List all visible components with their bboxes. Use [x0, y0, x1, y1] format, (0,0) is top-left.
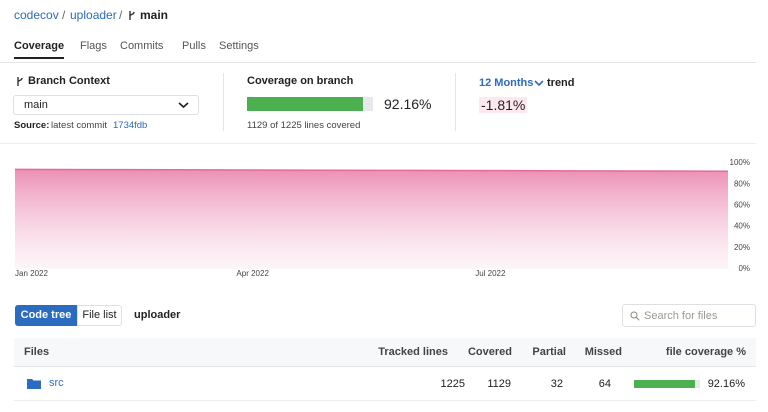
row-divider	[14, 400, 756, 401]
y-tick-label: 80%	[734, 179, 750, 188]
chevron-icon	[534, 80, 544, 87]
lines-covered: 1129 of 1225 lines covered	[247, 120, 361, 131]
cell: 64	[598, 378, 611, 390]
column-header[interactable]: Partial	[532, 346, 566, 358]
breadcrumb-separator: /	[119, 8, 123, 22]
trend-change: -1.81%	[479, 97, 528, 113]
source-label: Source:	[14, 120, 50, 131]
column-header[interactable]: Tracked lines	[378, 346, 448, 358]
cell: 1129	[487, 378, 511, 390]
branch-icon	[129, 11, 135, 20]
y-tick-label: 20%	[734, 243, 750, 252]
breadcrumb-branch: main	[140, 8, 169, 22]
file-name[interactable]: src	[49, 377, 64, 389]
x-tick-label: Jan 2022	[15, 269, 48, 278]
divider	[223, 73, 224, 131]
y-tick-label: 0%	[738, 264, 750, 273]
search-box[interactable]: Search for files	[622, 304, 756, 327]
tab[interactable]: Commits	[120, 40, 164, 52]
source-text: latest commit	[51, 120, 107, 131]
branch-select[interactable]: main	[13, 95, 199, 115]
breadcrumb-separator: /	[62, 8, 66, 22]
column-header[interactable]: Missed	[584, 346, 622, 358]
area-line	[14, 168, 729, 173]
y-tick-label: 40%	[734, 222, 750, 231]
y-tick-label: 100%	[730, 158, 750, 167]
toggle[interactable]: File list	[77, 305, 122, 326]
tab[interactable]: Settings	[219, 40, 259, 52]
row-coverage-track	[634, 380, 700, 388]
divider	[0, 143, 756, 144]
x-tick-label: Jul 2022	[475, 269, 506, 278]
column-header[interactable]: file coverage %	[665, 346, 746, 358]
breadcrumb-owner[interactable]: codecov	[14, 8, 59, 22]
tab[interactable]: Flags	[80, 40, 107, 52]
tabs-divider	[0, 62, 756, 63]
path: uploader	[134, 309, 181, 321]
folder-icon	[27, 379, 41, 389]
cell: 1225	[440, 378, 465, 390]
table-header	[14, 338, 756, 367]
search-placeholder: Search for files	[644, 310, 718, 322]
commit-link[interactable]: 1734fdb	[113, 120, 148, 131]
column-header[interactable]: Covered	[467, 346, 512, 358]
row-coverage-value: 92.16%	[707, 378, 745, 390]
toggle-active[interactable]: Code tree	[15, 305, 77, 326]
branch-icon	[17, 77, 23, 86]
trend-label: trend	[547, 77, 575, 89]
area	[15, 169, 728, 269]
divider	[455, 73, 456, 131]
column-header: Files	[24, 346, 50, 358]
row-coverage-bar	[634, 380, 695, 388]
chevron-icon	[178, 102, 189, 109]
branch-select-value: main	[24, 99, 48, 111]
x-tick-label: Apr 2022	[236, 269, 269, 278]
cell: 32	[550, 378, 563, 390]
tab-active[interactable]: Coverage	[14, 40, 65, 59]
section-title: Coverage on branch	[247, 75, 354, 87]
coverage-value: 92.16%	[384, 96, 432, 112]
breadcrumb-repo[interactable]: uploader	[70, 8, 117, 22]
trend-period[interactable]: 12 Months	[479, 77, 534, 89]
coverage-chart: 0% 20% 40% 60% 80% 100% Jan 2022 Apr 2022 Jul 20…	[14, 158, 750, 278]
coverage-bar	[247, 97, 364, 111]
y-tick-label: 60%	[734, 201, 750, 210]
section-title: Branch Context	[28, 75, 110, 87]
coverage-bar-track	[247, 97, 373, 111]
search-icon	[630, 311, 640, 321]
tab[interactable]: Pulls	[182, 40, 206, 52]
